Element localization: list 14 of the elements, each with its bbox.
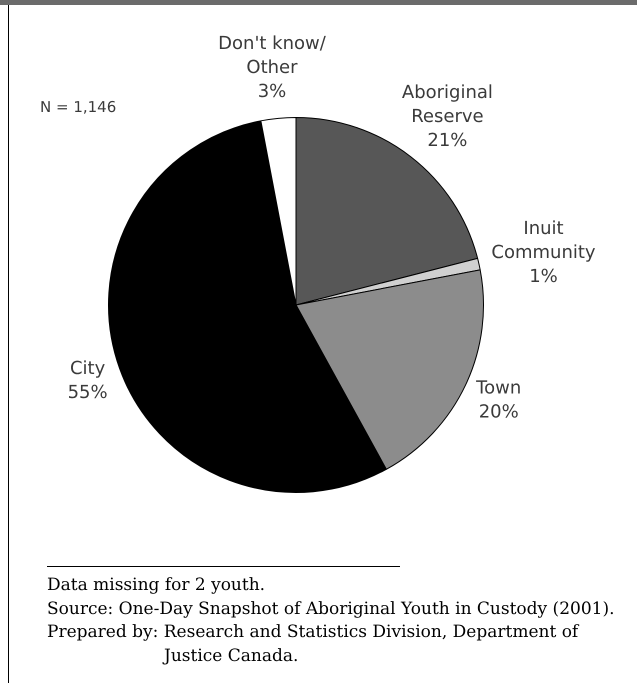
source-note: Source: One-Day Snapshot of Aboriginal Youth in Custody (2001). xyxy=(47,598,616,620)
slice-label: Inuit Community xyxy=(491,218,596,263)
data-label: 20% xyxy=(478,402,519,423)
data-label: 55% xyxy=(68,382,108,404)
text: N = 1,146 xyxy=(40,98,116,116)
slice-label: Don't know/ Other xyxy=(218,33,327,78)
text: Prepared by: Research and Statistics Division, Department of Justice Canada. xyxy=(47,621,580,668)
text: Data missing for 2 youth. xyxy=(47,574,266,597)
data-label: 3% xyxy=(258,81,286,102)
slice-label: Town xyxy=(475,378,522,399)
slice-label: City xyxy=(70,358,106,380)
slice-label: Aboriginal Reserve xyxy=(402,82,493,128)
data-label: 21% xyxy=(427,130,468,152)
data-label: 1% xyxy=(529,266,558,287)
